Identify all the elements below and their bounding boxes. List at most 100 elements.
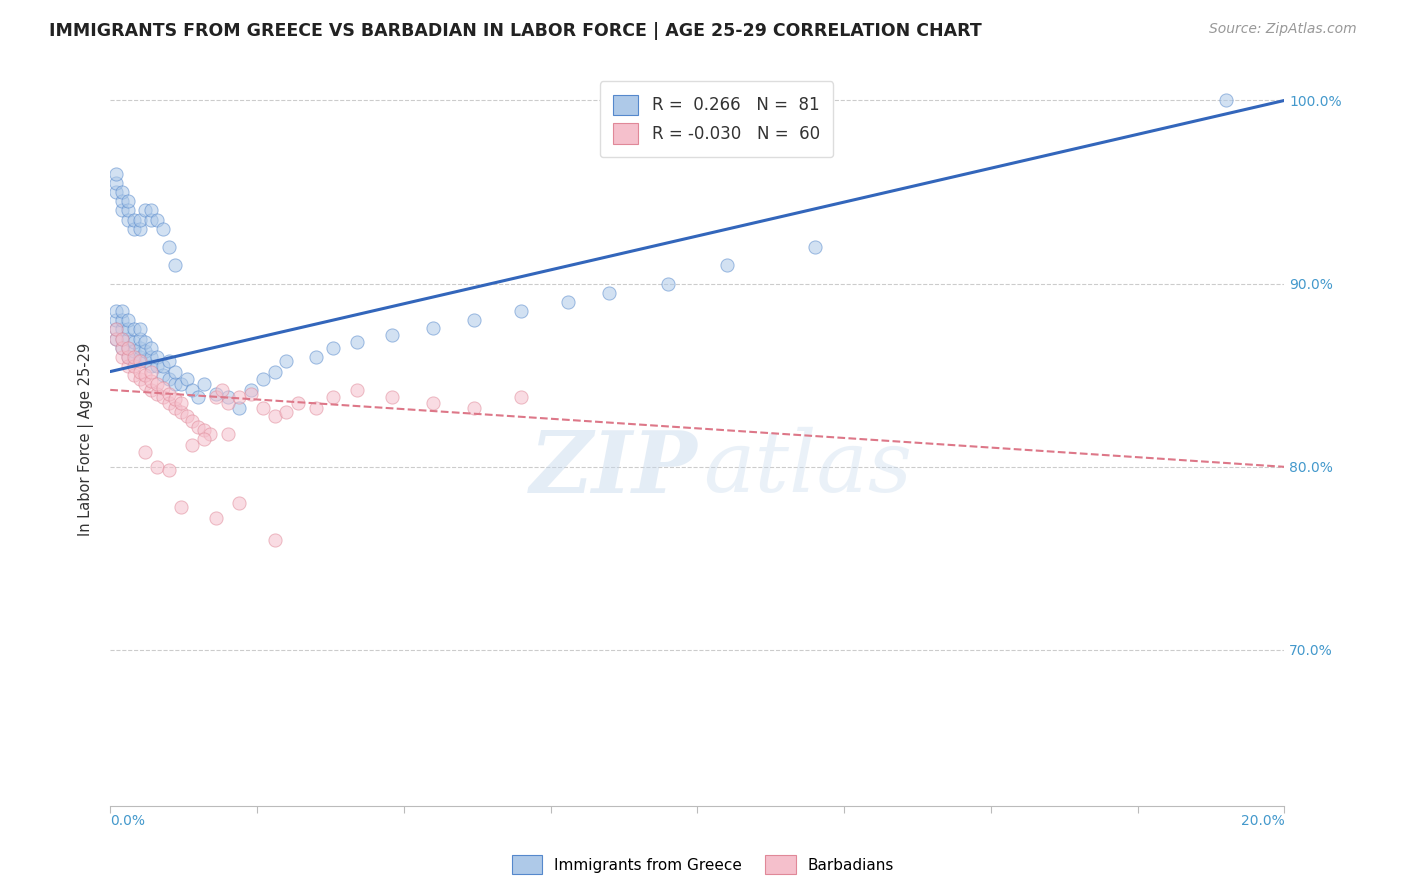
Point — [381, 327, 404, 342]
Point — [510, 390, 533, 404]
Point — [152, 390, 174, 404]
Point — [122, 368, 145, 383]
Y-axis label: In Labor Force | Age 25-29: In Labor Force | Age 25-29 — [79, 343, 94, 536]
Point — [146, 386, 169, 401]
Point — [217, 395, 239, 409]
Point — [217, 390, 239, 404]
Point — [122, 221, 145, 235]
Point — [322, 390, 344, 404]
Point — [152, 221, 174, 235]
Point — [122, 359, 145, 373]
Point — [157, 463, 180, 477]
Point — [117, 350, 139, 364]
Point — [117, 332, 139, 346]
Point — [205, 390, 228, 404]
Point — [176, 372, 198, 386]
Point — [381, 390, 404, 404]
Point — [346, 383, 368, 397]
Point — [117, 341, 139, 355]
Point — [198, 426, 221, 441]
Point — [240, 386, 263, 401]
Point — [146, 212, 169, 227]
Point — [134, 445, 156, 459]
Point — [276, 353, 298, 368]
Point — [217, 426, 239, 441]
Point — [305, 350, 328, 364]
Point — [163, 401, 186, 416]
Point — [141, 350, 163, 364]
Point — [510, 304, 533, 318]
Point — [134, 335, 156, 350]
Point — [122, 353, 145, 368]
Point — [252, 401, 274, 416]
Point — [228, 390, 250, 404]
Point — [141, 374, 163, 388]
Point — [128, 341, 150, 355]
Text: 0.0%: 0.0% — [110, 814, 145, 829]
Point — [117, 341, 139, 355]
Point — [117, 203, 139, 218]
Point — [141, 203, 163, 218]
Point — [122, 322, 145, 336]
Point — [193, 433, 215, 447]
Point — [117, 212, 139, 227]
Point — [128, 350, 150, 364]
Point — [105, 304, 128, 318]
Point — [105, 332, 128, 346]
Point — [157, 353, 180, 368]
Point — [128, 221, 150, 235]
Point — [128, 322, 150, 336]
Point — [170, 500, 193, 515]
Point — [111, 194, 134, 209]
Point — [187, 419, 209, 434]
Text: ZIP: ZIP — [530, 427, 697, 510]
Point — [263, 533, 285, 547]
Point — [111, 304, 134, 318]
Point — [422, 395, 444, 409]
Point — [117, 359, 139, 373]
Point — [163, 377, 186, 392]
Point — [657, 277, 679, 291]
Point — [163, 258, 186, 272]
Point — [117, 313, 139, 327]
Point — [287, 395, 309, 409]
Point — [193, 377, 215, 392]
Point — [157, 240, 180, 254]
Point — [557, 295, 579, 310]
Legend: Immigrants from Greece, Barbadians: Immigrants from Greece, Barbadians — [506, 849, 900, 880]
Point — [346, 335, 368, 350]
Text: atlas: atlas — [703, 427, 912, 510]
Point — [176, 409, 198, 423]
Point — [716, 258, 738, 272]
Point — [111, 350, 134, 364]
Point — [1215, 94, 1237, 108]
Point — [111, 332, 134, 346]
Point — [141, 341, 163, 355]
Point — [163, 392, 186, 406]
Point — [105, 185, 128, 199]
Point — [141, 212, 163, 227]
Point — [122, 212, 145, 227]
Point — [117, 194, 139, 209]
Point — [111, 341, 134, 355]
Point — [252, 372, 274, 386]
Point — [122, 350, 145, 364]
Point — [146, 359, 169, 373]
Point — [463, 401, 485, 416]
Point — [322, 341, 344, 355]
Point — [163, 365, 186, 379]
Point — [228, 496, 250, 510]
Point — [128, 372, 150, 386]
Point — [105, 322, 128, 336]
Point — [141, 365, 163, 379]
Point — [211, 383, 233, 397]
Point — [122, 335, 145, 350]
Point — [128, 353, 150, 368]
Point — [105, 332, 128, 346]
Point — [170, 395, 193, 409]
Point — [240, 383, 263, 397]
Point — [134, 353, 156, 368]
Legend: R =  0.266   N =  81, R = -0.030   N =  60: R = 0.266 N = 81, R = -0.030 N = 60 — [600, 81, 834, 157]
Point — [128, 212, 150, 227]
Point — [105, 176, 128, 190]
